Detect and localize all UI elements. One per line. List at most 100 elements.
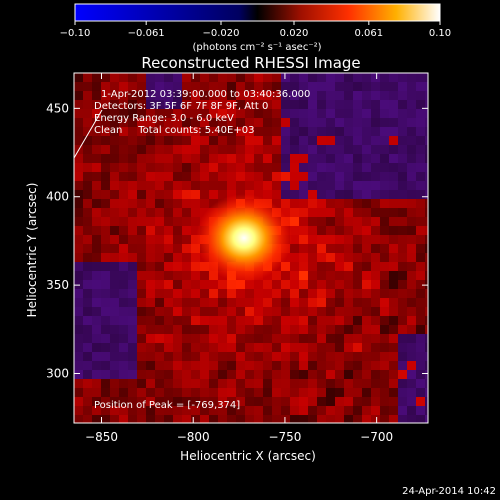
heatmap-cell [362, 118, 372, 128]
heatmap-cell [362, 298, 372, 308]
heatmap-cell [191, 298, 201, 308]
heatmap-cell [371, 325, 381, 335]
heatmap-cell [236, 406, 246, 416]
heatmap-cell [146, 361, 156, 371]
heatmap-cell [398, 127, 408, 137]
heatmap-cell [173, 370, 183, 380]
heatmap-cell [254, 415, 264, 423]
heatmap-cell [380, 253, 390, 263]
heatmap-cell [407, 280, 417, 290]
heatmap-cell [290, 415, 300, 423]
heatmap-cell [218, 325, 228, 335]
heatmap-cell [200, 379, 210, 389]
heatmap-cell [245, 388, 255, 398]
heatmap-cell [344, 109, 354, 119]
heatmap-cell [74, 406, 84, 416]
heatmap-cell [182, 118, 192, 128]
heatmap-cell [416, 262, 426, 272]
heatmap-cell [128, 334, 138, 344]
heatmap-cell [119, 154, 129, 164]
heatmap-cell [128, 190, 138, 200]
heatmap-cell [92, 271, 102, 281]
heatmap-cell [263, 91, 273, 101]
heatmap-cell [299, 136, 309, 146]
heatmap-cell [407, 343, 417, 353]
heatmap-cell [290, 217, 300, 227]
heatmap-cell [83, 388, 93, 398]
heatmap-cell [218, 190, 228, 200]
heatmap-cell [425, 244, 428, 254]
heatmap-cell [110, 73, 120, 83]
heatmap-cell [344, 289, 354, 299]
heatmap-cell [137, 100, 147, 110]
heatmap-cell [299, 406, 309, 416]
heatmap-cell [407, 289, 417, 299]
heatmap-cell [101, 181, 111, 191]
heatmap-cell [353, 235, 363, 245]
heatmap-cell [146, 100, 156, 110]
heatmap-cell [416, 361, 426, 371]
heatmap-cell [83, 370, 93, 380]
heatmap-cell [218, 343, 228, 353]
heatmap-cell [101, 145, 111, 155]
heatmap-cell [335, 352, 345, 362]
heatmap-cell [128, 118, 138, 128]
heatmap-cell [290, 370, 300, 380]
heatmap-cell [164, 244, 174, 254]
heatmap-cell [317, 172, 327, 182]
heatmap-cell [317, 352, 327, 362]
heatmap-cell [353, 325, 363, 335]
heatmap-cell [74, 352, 84, 362]
heatmap-cell [272, 280, 282, 290]
heatmap-cell [209, 280, 219, 290]
heatmap-cell [155, 118, 165, 128]
heatmap-cell [290, 316, 300, 326]
heatmap-cell [173, 136, 183, 146]
heatmap-cell [218, 397, 228, 407]
heatmap-cell [119, 343, 129, 353]
heatmap-cell [74, 190, 84, 200]
heatmap-cell [416, 199, 426, 209]
heatmap-cell [254, 163, 264, 173]
heatmap-cell [155, 190, 165, 200]
heatmap-cell [398, 181, 408, 191]
heatmap-cell [146, 208, 156, 218]
heatmap-cell [272, 415, 282, 423]
heatmap-cell [344, 145, 354, 155]
heatmap-cell [416, 370, 426, 380]
heatmap-cell [425, 73, 428, 83]
heatmap-cell [380, 181, 390, 191]
heatmap-cell [128, 136, 138, 146]
heatmap-cell [416, 145, 426, 155]
heatmap-cell [407, 244, 417, 254]
heatmap-cell [272, 406, 282, 416]
heatmap-cell [110, 397, 120, 407]
colorbar-tick-label: 0.020 [280, 28, 309, 39]
heatmap-cell [164, 208, 174, 218]
heatmap-cell [254, 361, 264, 371]
heatmap-cell [155, 163, 165, 173]
heatmap-cell [236, 118, 246, 128]
heatmap-cell [236, 163, 246, 173]
heatmap-cell [371, 352, 381, 362]
heatmap-cell [425, 334, 428, 344]
heatmap-cell [146, 352, 156, 362]
heatmap-cell [371, 388, 381, 398]
heatmap-cell [281, 73, 291, 83]
heatmap-cell [155, 82, 165, 92]
heatmap-cell [398, 226, 408, 236]
heatmap-cell [371, 172, 381, 182]
heatmap-cell [353, 370, 363, 380]
heatmap-cell [308, 163, 318, 173]
heatmap-cell [380, 91, 390, 101]
heatmap-cell [137, 109, 147, 119]
heatmap-cell [83, 307, 93, 317]
heatmap-cell [245, 91, 255, 101]
heatmap-cell [110, 361, 120, 371]
heatmap-cell [110, 244, 120, 254]
heatmap-cell [245, 118, 255, 128]
heatmap-cell [182, 199, 192, 209]
heatmap-cell [155, 262, 165, 272]
heatmap-cell [407, 325, 417, 335]
heatmap-cell [290, 163, 300, 173]
